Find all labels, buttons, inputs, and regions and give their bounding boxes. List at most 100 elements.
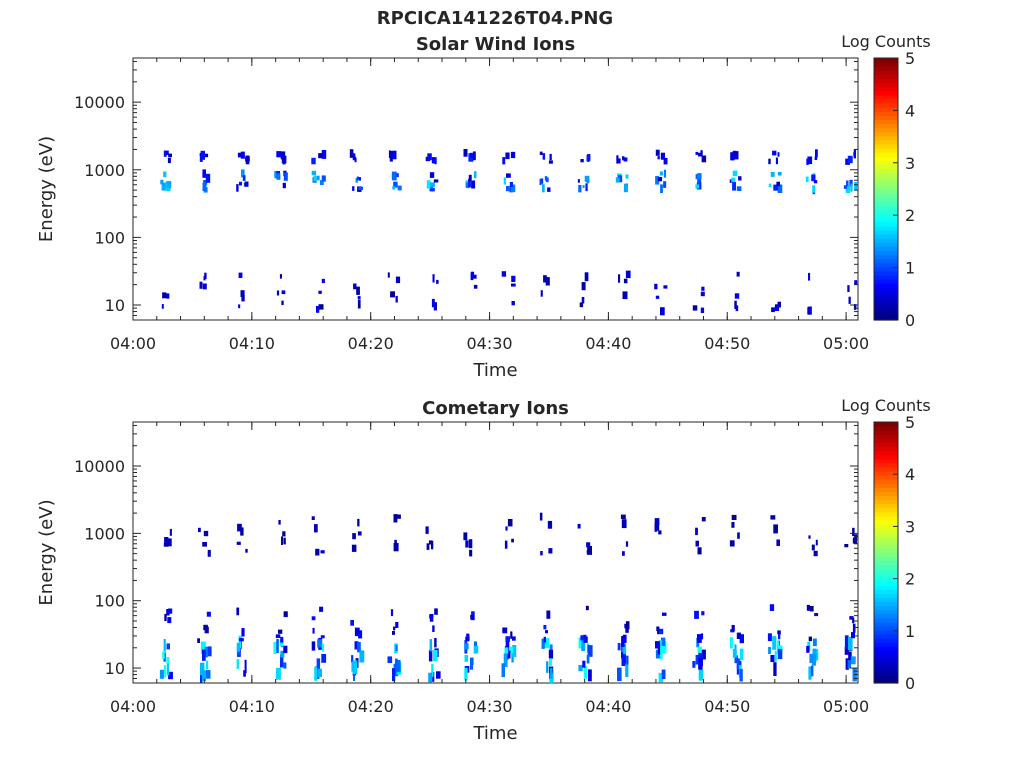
heatmap-cell [280, 636, 284, 643]
colorbar-segment [874, 172, 898, 178]
heatmap-cell [283, 645, 288, 654]
heatmap-cell [163, 150, 167, 157]
colorbar-segment [874, 654, 898, 660]
heatmap-cell [814, 613, 819, 617]
heatmap-cell [242, 175, 246, 181]
heatmap-cell [772, 150, 777, 156]
heatmap-cell [393, 514, 398, 523]
heatmap-cell [845, 158, 850, 165]
heatmap-cell [549, 644, 553, 652]
heatmap-cell [847, 285, 850, 292]
colorbar-segment [874, 617, 898, 623]
heatmap-cell [777, 301, 781, 308]
heatmap-cell [546, 610, 551, 619]
heatmap-cell [623, 643, 627, 655]
heatmap-cell [352, 660, 358, 674]
colorbar-tick-label: 3 [905, 154, 915, 173]
plot-area [132, 57, 859, 321]
heatmap-cell [351, 544, 357, 552]
heatmap-cell [245, 155, 250, 165]
heatmap-cell [578, 664, 583, 672]
heatmap-cell [805, 176, 809, 183]
heatmap-cell [586, 179, 590, 184]
colorbar-segment [874, 70, 898, 75]
colorbar-segment [874, 291, 898, 297]
heatmap-cell [387, 272, 390, 278]
heatmap-cell [543, 636, 546, 643]
heatmap-cell [511, 275, 516, 282]
heatmap-cell [204, 646, 208, 658]
heatmap-cell [387, 656, 393, 663]
heatmap-cell [168, 153, 172, 158]
heatmap-cell [464, 667, 468, 681]
colorbar-segment [874, 107, 898, 112]
heatmap-cell [625, 270, 631, 279]
heatmap-cell [274, 170, 277, 178]
colorbar-segment [874, 589, 898, 594]
heatmap-cell [659, 645, 663, 660]
heatmap-cell [844, 544, 849, 548]
heatmap-cell [505, 526, 508, 531]
heatmap-cell [506, 173, 511, 178]
heatmap-cell [474, 171, 477, 179]
colorbar-segment [874, 475, 898, 480]
x-axis-label: Time [472, 723, 517, 744]
colorbar-segment [874, 254, 898, 260]
heatmap-cell [315, 548, 320, 556]
heatmap-cell [808, 636, 812, 642]
heatmap-cell [698, 658, 703, 670]
heatmap-cell [701, 155, 707, 163]
heatmap-cell [463, 532, 468, 541]
colorbar-segment [874, 262, 898, 268]
heatmap-cell [355, 178, 358, 183]
heatmap-cell [273, 641, 277, 654]
heatmap-cell [540, 551, 543, 556]
y-axis-label: Energy (eV) [36, 499, 57, 605]
heatmap-cell [618, 175, 623, 183]
heatmap-cell [692, 661, 696, 668]
heatmap-cell [350, 620, 354, 626]
heatmap-cell [238, 304, 241, 309]
colorbar-segment [874, 662, 898, 668]
heatmap-cell [281, 536, 283, 545]
heatmap-cell [465, 540, 469, 548]
heatmap-cell [468, 539, 473, 549]
heatmap-cell [770, 171, 775, 177]
heatmap-cell [547, 520, 553, 529]
colorbar-segment [874, 552, 898, 558]
heatmap-cell [625, 174, 629, 179]
heatmap-cell [357, 518, 360, 527]
heatmap-cell [539, 178, 542, 186]
heatmap-cell [358, 186, 363, 190]
heatmap-cell [392, 631, 395, 635]
heatmap-cell [660, 307, 665, 316]
heatmap-cell [396, 664, 401, 671]
heatmap-cell [395, 173, 399, 178]
heatmap-cell [739, 668, 743, 682]
heatmap-cell [579, 302, 584, 308]
heatmap-cell [395, 295, 398, 303]
heatmap-cell [847, 155, 853, 164]
colorbar-segment [874, 74, 898, 80]
heatmap-cell [655, 641, 660, 649]
heatmap-cell [168, 608, 173, 614]
heatmap-cell [276, 173, 281, 180]
colorbar-segment [874, 274, 898, 280]
colorbar-segment [874, 470, 898, 476]
colorbar-tick-label: 4 [905, 465, 915, 484]
colorbar-frame [873, 57, 899, 321]
heatmap-cell [321, 175, 326, 182]
heatmap-cell [283, 172, 288, 181]
colorbar-segment [874, 189, 898, 194]
heatmap-cell [436, 279, 439, 284]
heatmap-cell [431, 664, 434, 677]
heatmap-cell [392, 186, 396, 190]
x-axis-label: Time [472, 360, 517, 381]
colorbar-segment [874, 266, 898, 272]
colorbar-segment [874, 581, 898, 586]
heatmap-cell [577, 523, 581, 529]
heatmap-cell [426, 180, 431, 189]
heatmap [160, 149, 858, 316]
heatmap-cell [777, 648, 783, 660]
heatmap-cell [432, 672, 435, 682]
